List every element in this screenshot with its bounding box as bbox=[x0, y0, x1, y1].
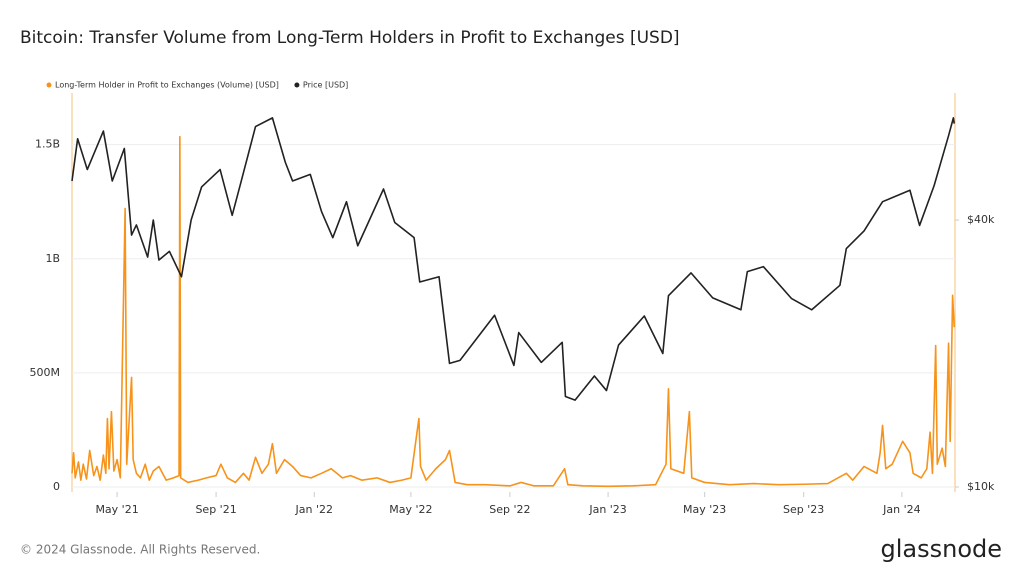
x-tick-label: Jan '24 bbox=[882, 503, 920, 516]
x-tick-label: Jan '22 bbox=[295, 503, 333, 516]
y2-tick-label: $40k bbox=[967, 213, 995, 226]
y2-tick-label: $10k bbox=[967, 480, 995, 493]
brand-logo: glassnode bbox=[880, 535, 1002, 563]
x-tick-label: Jan '23 bbox=[588, 503, 626, 516]
y-tick-label: 1B bbox=[45, 252, 60, 265]
y-tick-label: 500M bbox=[30, 366, 61, 379]
x-tick-label: Sep '23 bbox=[783, 503, 824, 516]
y-tick-label: 0 bbox=[53, 480, 60, 493]
footer: © 2024 Glassnode. All Rights Reserved. bbox=[20, 543, 260, 557]
series-line bbox=[71, 135, 955, 488]
x-tick-label: Sep '22 bbox=[489, 503, 530, 516]
x-tick-label: May '23 bbox=[683, 503, 726, 516]
x-tick-label: May '22 bbox=[389, 503, 432, 516]
legend-marker bbox=[46, 82, 52, 88]
x-tick-label: Sep '21 bbox=[195, 503, 236, 516]
x-tick-label: May '21 bbox=[95, 503, 138, 516]
legend-label: Price [USD] bbox=[303, 81, 348, 90]
y-tick-label: 1.5B bbox=[35, 138, 60, 151]
legend-marker bbox=[294, 82, 300, 88]
chart-title: Bitcoin: Transfer Volume from Long-Term … bbox=[20, 28, 680, 48]
legend-label: Long-Term Holder in Profit to Exchanges … bbox=[55, 81, 279, 90]
series-line bbox=[71, 117, 955, 401]
